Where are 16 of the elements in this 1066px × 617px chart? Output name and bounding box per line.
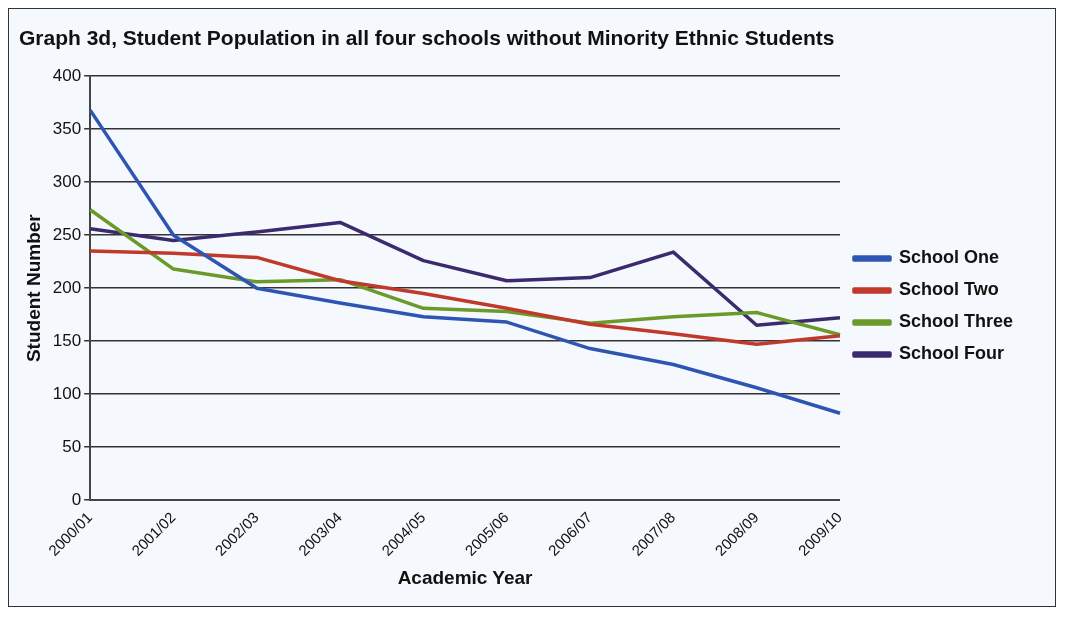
y-axis-title: Student Number	[22, 213, 44, 363]
y-tick-label: 300	[52, 171, 82, 191]
legend-label: School Two	[898, 279, 999, 300]
legend-label: School One	[898, 247, 999, 268]
y-tick-label: 400	[52, 65, 82, 85]
chart-title: Graph 3d, Student Population in all four schools without Minority Ethnic Students	[19, 26, 835, 50]
y-tick-label: 250	[52, 224, 82, 244]
y-tick-label: 350	[52, 118, 82, 138]
legend-label: School Three	[898, 311, 1014, 332]
legend-label: School Four	[898, 343, 1004, 364]
y-tick-label: 0	[71, 489, 82, 509]
y-tick-label: 50	[62, 436, 82, 456]
y-tick-label: 200	[52, 277, 82, 297]
y-tick-label: 100	[52, 383, 82, 403]
y-tick-label: 150	[52, 330, 82, 350]
x-axis-title: Academic Year	[397, 566, 534, 588]
